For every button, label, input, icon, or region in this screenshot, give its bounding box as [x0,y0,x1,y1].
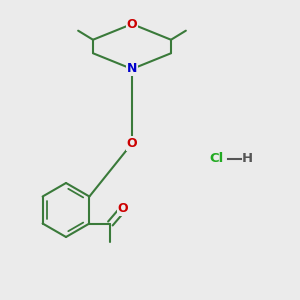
Text: N: N [127,62,137,76]
Text: Cl: Cl [209,152,223,166]
Text: O: O [118,202,128,215]
Text: O: O [127,17,137,31]
Text: O: O [127,137,137,150]
Text: H: H [242,152,253,166]
